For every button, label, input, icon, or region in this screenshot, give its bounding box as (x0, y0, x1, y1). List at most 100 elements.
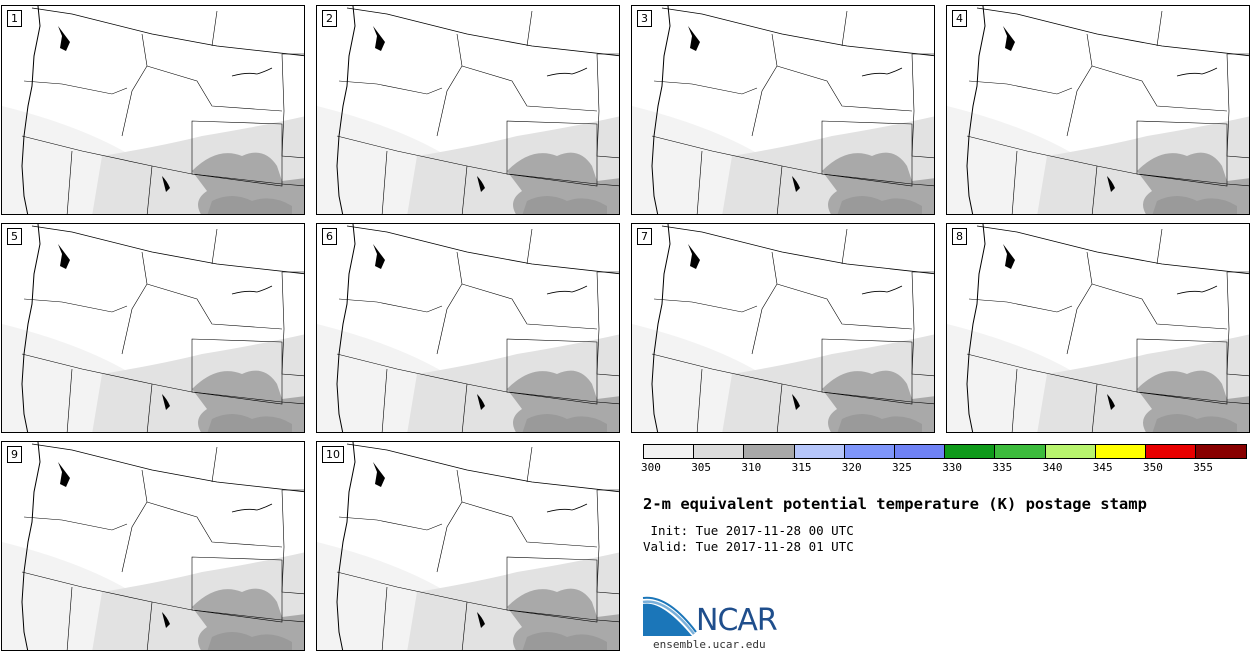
missouri-river (546, 503, 588, 513)
border-id (751, 33, 778, 137)
puget-sound (688, 26, 700, 51)
border-wy (506, 556, 598, 623)
colorbar-swatch (844, 445, 895, 458)
border-wy (191, 338, 283, 405)
border-ca-nv (381, 586, 388, 650)
border-wy (191, 120, 283, 187)
border-ca-nv (696, 150, 703, 214)
border-ut (146, 165, 153, 214)
border-or-ca-nv (336, 353, 619, 405)
border-ut (1091, 165, 1098, 214)
map-svg (947, 6, 1249, 214)
border-wy (506, 338, 598, 405)
colorbar-swatch (1045, 445, 1096, 458)
great-salt-lake (477, 394, 485, 410)
map-svg (2, 442, 304, 650)
colorbar-tick: 345 (1092, 461, 1113, 474)
border-mt (776, 283, 913, 330)
colorbar-swatch (945, 445, 996, 458)
great-salt-lake (477, 612, 485, 628)
puget-sound (1003, 26, 1015, 51)
great-salt-lake (162, 612, 170, 628)
border-or-ca-nv (21, 571, 304, 623)
border-wa-or (653, 80, 758, 95)
border-id (1066, 251, 1093, 355)
coastline (651, 224, 671, 432)
ncar-logo-icon (642, 596, 697, 636)
border-ca-nv (66, 150, 73, 214)
map-svg (2, 224, 304, 432)
dark-shade-south (837, 414, 922, 432)
border-or-ca-nv (966, 353, 1249, 405)
panel-label: 1 (7, 10, 22, 27)
border-dakotas (596, 489, 619, 595)
panel-label: 6 (322, 228, 337, 245)
border-mt (146, 65, 283, 112)
map-svg (632, 6, 934, 214)
coastline (21, 442, 41, 650)
colorbar-tick: 355 (1193, 461, 1214, 474)
colorbar-tick: 325 (892, 461, 912, 474)
border-wy (191, 556, 283, 623)
dark-shade-south (1152, 414, 1237, 432)
border-sask (211, 228, 218, 265)
map-svg (317, 224, 619, 432)
border-sask (526, 228, 533, 265)
map-svg (317, 442, 619, 650)
coastline (21, 224, 41, 432)
colorbar-swatch (1145, 445, 1197, 458)
coastline (336, 442, 356, 650)
missouri-river (546, 67, 588, 77)
colorbar-swatch (794, 445, 845, 458)
coastline (651, 6, 671, 214)
border-sask (526, 446, 533, 483)
dark-shade-south (207, 632, 292, 650)
chart-title: 2-m equivalent potential temperature (K)… (643, 495, 1147, 513)
border-sask (211, 10, 218, 47)
border-wy (821, 120, 913, 187)
missouri-river (1176, 67, 1218, 77)
border-sask (211, 446, 218, 483)
border-or-ca-nv (651, 135, 934, 187)
border-canada (661, 7, 934, 57)
puget-sound (688, 244, 700, 269)
border-mt (776, 65, 913, 112)
border-sask (841, 228, 848, 265)
colorbar-swatch (1196, 445, 1247, 458)
colorbar-tick: 335 (992, 461, 1013, 474)
border-canada (346, 443, 619, 493)
border-dakotas (911, 271, 934, 377)
map-panel-7: 7 (631, 223, 935, 433)
puget-sound (58, 26, 70, 51)
puget-sound (373, 244, 385, 269)
border-canada (976, 7, 1249, 57)
colorbar-swatch (694, 445, 745, 458)
map-svg (947, 224, 1249, 432)
border-ca-nv (696, 368, 703, 432)
border-ut (461, 601, 468, 650)
colorbar-swatch (995, 445, 1046, 458)
map-panel-9: 9 (1, 441, 305, 651)
colorbar-tick: 315 (791, 461, 812, 474)
colorbar-tick: 305 (691, 461, 712, 474)
panel-label: 2 (322, 10, 337, 27)
border-mt (146, 283, 283, 330)
init-time: Init: Tue 2017-11-28 00 UTC (643, 523, 854, 538)
border-ut (776, 165, 783, 214)
border-wa-or (968, 80, 1073, 95)
border-wy (506, 120, 598, 187)
ncar-logo-text: NCAR (696, 603, 778, 638)
border-ut (776, 383, 783, 432)
border-dakotas (281, 489, 304, 595)
border-canada (346, 7, 619, 57)
border-or-ca-nv (336, 571, 619, 623)
border-ut (146, 601, 153, 650)
border-id (121, 33, 148, 137)
missouri-river (231, 67, 273, 77)
border-sask (841, 10, 848, 47)
border-mt (1091, 283, 1228, 330)
border-ca-nv (66, 586, 73, 650)
map-panel-8: 8 (946, 223, 1250, 433)
puget-sound (58, 244, 70, 269)
missouri-river (861, 67, 903, 77)
